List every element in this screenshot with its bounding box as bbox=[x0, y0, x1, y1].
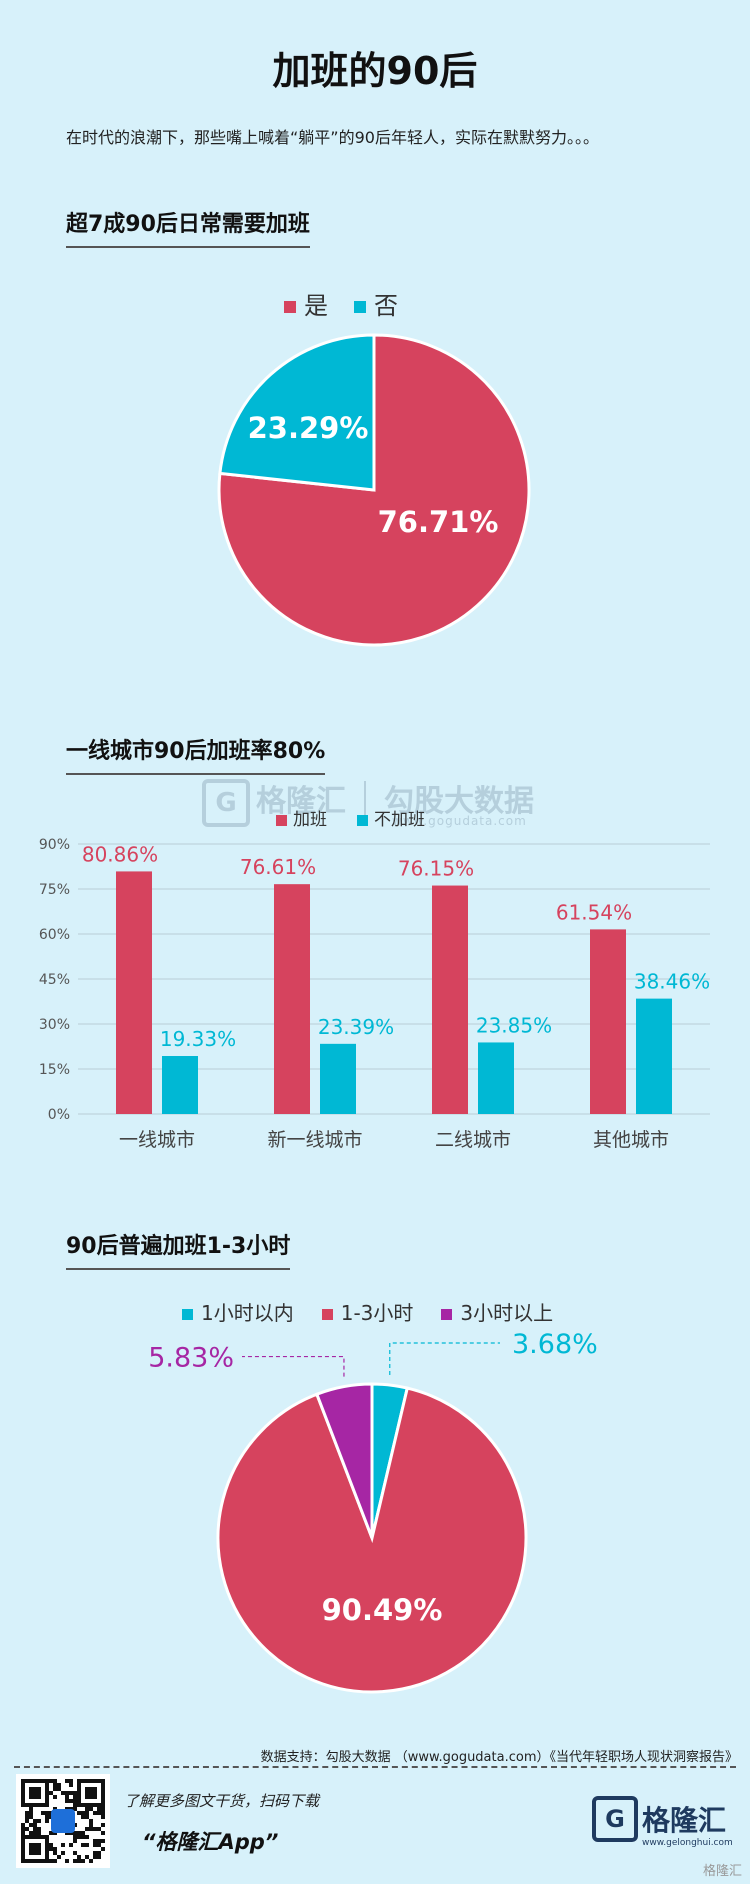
bar-ytick-label: 60% bbox=[39, 927, 70, 943]
pie1-slice-1 bbox=[218, 333, 376, 492]
pie2-leader-0 bbox=[389, 1342, 500, 1376]
bar-overtime-0 bbox=[116, 871, 152, 1114]
bar-category-label: 其他城市 bbox=[593, 1129, 669, 1151]
section1-title: 超7成90后日常需要加班 bbox=[66, 206, 310, 248]
bar-ytick-label: 0% bbox=[48, 1107, 70, 1123]
legend-swatch-under-1h bbox=[182, 1309, 193, 1320]
qr-code[interactable] bbox=[16, 1774, 110, 1868]
legend-swatch-no-overtime bbox=[357, 814, 368, 826]
watermark: G 格隆汇 勾股大数据 www.gogudata.com bbox=[202, 776, 534, 828]
bar-overtime-2 bbox=[432, 885, 468, 1114]
bar-value-label: 23.85% bbox=[476, 1013, 552, 1037]
pie2-leader-2 bbox=[242, 1355, 345, 1377]
qr-center-logo-icon bbox=[51, 1809, 75, 1833]
bar-no-overtime-0 bbox=[162, 1056, 198, 1114]
legend-item-no: 否 bbox=[354, 286, 398, 321]
footer-app-name: “格隆汇App” bbox=[142, 1830, 279, 1854]
intro-text: 在时代的浪潮下，那些嘴上喊着“躺平”的90后年轻人，实际在默默努力。。。 bbox=[66, 128, 599, 147]
legend-item-over-3h: 3小时以上 bbox=[441, 1297, 553, 1326]
legend-label-no: 否 bbox=[374, 292, 398, 320]
bar-legend: 加班 不加班 bbox=[276, 805, 425, 830]
pie2-legend: 1小时以内 1-3小时 3小时以上 bbox=[182, 1297, 553, 1326]
page-title: 加班的90后 bbox=[272, 49, 478, 93]
watermark-url: www.gogudata.com bbox=[392, 814, 527, 828]
bar-category-label: 新一线城市 bbox=[267, 1129, 362, 1151]
legend-label-yes: 是 bbox=[304, 292, 328, 320]
bar-overtime-1 bbox=[274, 884, 310, 1114]
corner-watermark: 格隆汇 bbox=[702, 1864, 742, 1879]
pie1-label-0: 76.71% bbox=[378, 505, 499, 539]
bar-value-label: 76.61% bbox=[240, 855, 316, 879]
watermark-logo-icon: G bbox=[202, 778, 250, 827]
overtime-pie-chart: 76.71% 23.29% bbox=[217, 333, 531, 647]
legend-swatch-overtime bbox=[276, 814, 287, 826]
pie2-label-0: 3.68% bbox=[512, 1329, 598, 1360]
bar-ytick-label: 30% bbox=[39, 1017, 70, 1033]
hours-pie-chart: 90.49% 3.68% 5.83% bbox=[148, 1329, 598, 1694]
legend-label-over-3h: 3小时以上 bbox=[460, 1301, 554, 1325]
watermark-divider bbox=[364, 780, 366, 825]
legend-item-yes: 是 bbox=[284, 286, 328, 321]
bar-value-label: 80.86% bbox=[82, 842, 158, 866]
legend-swatch-over-3h bbox=[441, 1309, 453, 1320]
legend-swatch-yes bbox=[284, 301, 296, 313]
pie1-label-1: 23.29% bbox=[248, 411, 369, 445]
bar-category-label: 二线城市 bbox=[435, 1129, 511, 1151]
bar-value-label: 23.39% bbox=[318, 1015, 394, 1039]
legend-item-no-overtime: 不加班 bbox=[357, 805, 425, 830]
legend-label-no-overtime: 不加班 bbox=[374, 810, 425, 830]
bar-ytick-label: 45% bbox=[39, 972, 70, 988]
gelonghui-logo-url: www.gelonghui.com bbox=[642, 1838, 733, 1848]
watermark-brand: 格隆汇 bbox=[256, 784, 346, 819]
legend-label-overtime: 加班 bbox=[293, 810, 327, 830]
watermark-partner: 勾股大数据 bbox=[384, 784, 534, 819]
section3-title: 90后普遍加班1-3小时 bbox=[66, 1228, 291, 1270]
bar-value-label: 19.33% bbox=[160, 1027, 236, 1051]
pie2-slice-1 bbox=[216, 1386, 528, 1694]
footer-divider bbox=[14, 1766, 736, 1768]
pie1-legend: 是 否 bbox=[284, 286, 398, 321]
legend-swatch-no bbox=[354, 301, 366, 313]
section2-title: 一线城市90后加班率80% bbox=[66, 733, 326, 775]
city-overtime-bar-chart: 0% 15% 30% 45% 60% 75% 90% 80.86% 19.33% 一线城市 76.6… bbox=[39, 837, 710, 1151]
bar-ytick-label: 75% bbox=[39, 882, 70, 898]
pie2-label-2: 5.83% bbox=[148, 1343, 234, 1374]
bar-value-label: 38.46% bbox=[634, 970, 710, 994]
gelonghui-logo-text: 格隆汇 bbox=[642, 1804, 727, 1837]
bar-no-overtime-2 bbox=[478, 1042, 514, 1114]
pie2-label-1: 90.49% bbox=[322, 1593, 443, 1627]
gelonghui-logo: G 格隆汇 www.gelonghui.com bbox=[592, 1796, 733, 1848]
legend-item-overtime: 加班 bbox=[276, 805, 327, 830]
data-source: 数据支持：勾股大数据 （www.gogudata.com）《当代年轻职场人现状洞… bbox=[260, 1750, 738, 1765]
legend-label-1-3h: 1-3小时 bbox=[340, 1301, 414, 1325]
bar-value-label: 61.54% bbox=[556, 900, 632, 924]
gelonghui-logo-icon: G bbox=[592, 1796, 638, 1842]
legend-swatch-1-3h bbox=[321, 1309, 333, 1320]
bar-ytick-label: 90% bbox=[39, 837, 70, 853]
bar-no-overtime-3 bbox=[636, 998, 672, 1114]
legend-item-1-3h: 1-3小时 bbox=[321, 1297, 414, 1326]
legend-item-under-1h: 1小时以内 bbox=[182, 1297, 294, 1326]
bar-category-label: 一线城市 bbox=[119, 1129, 195, 1151]
legend-label-under-1h: 1小时以内 bbox=[201, 1301, 294, 1325]
bar-ytick-label: 15% bbox=[39, 1062, 70, 1078]
bar-no-overtime-1 bbox=[320, 1043, 356, 1114]
bar-value-label: 76.15% bbox=[398, 857, 474, 881]
bar-overtime-3 bbox=[590, 929, 626, 1114]
footer-promo-text: 了解更多图文干货，扫码下载 bbox=[124, 1792, 320, 1810]
pie2-slice-2 bbox=[314, 1382, 374, 1539]
